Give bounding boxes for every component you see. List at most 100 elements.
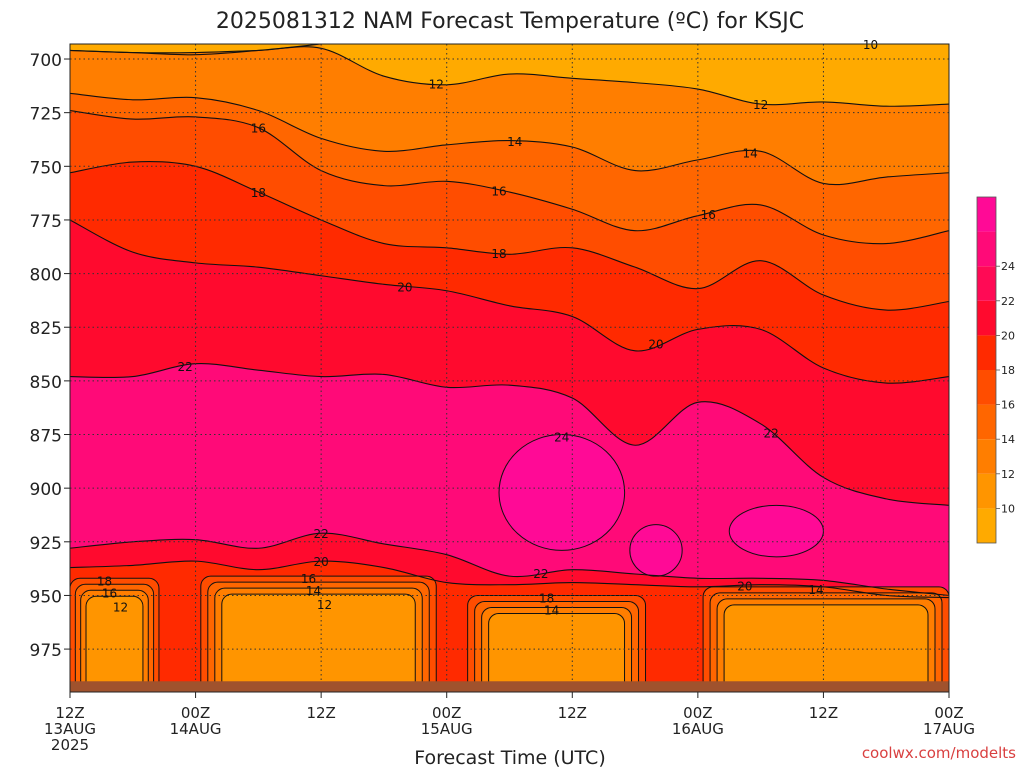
y-tick-label-775: 775 (30, 212, 62, 232)
pool-label-b-1: 16 (102, 586, 117, 600)
plot-frame (69, 43, 950, 693)
x-tick-label-1-1: 12Z (55, 704, 84, 722)
x-tick-label-8-1: 00Z (934, 704, 963, 722)
cool-pool-1-ring-4 (85, 595, 144, 692)
y-tick-label-950: 950 (30, 587, 62, 607)
colorbar-swatch-3 (977, 439, 996, 474)
contour-label-16-4-2: 16 (491, 184, 506, 198)
pool-label-a-2: 16 (301, 572, 316, 586)
colorbar-swatch-6 (977, 335, 996, 370)
contour-lines (70, 44, 949, 599)
contour-label-14-3-2: 14 (743, 147, 758, 161)
contour-label-20-6-2: 20 (648, 338, 663, 352)
contour-label-core-1: 24 (554, 431, 569, 445)
contour-label-20-9-2: 20 (737, 579, 752, 593)
colorbar-label-24: 24 (1001, 260, 1015, 273)
colorbar: 10 12 14 16 18 20 22 24 (976, 196, 1015, 544)
y-tick-label-825: 825 (30, 319, 62, 339)
contour-label-22-8-1: 22 (314, 527, 329, 541)
y-tick-label-925: 925 (30, 534, 62, 554)
contour-label-16-4-1: 16 (251, 122, 266, 136)
contour-label-18-5-1: 18 (251, 186, 266, 200)
y-tick-label-725: 725 (30, 105, 62, 125)
y-axis: 700 725 750 775 800 825 850 875 900 925 950 975 (30, 51, 70, 661)
y-tick-label-700: 700 (30, 51, 62, 71)
cool-pool-3-ring-4 (488, 612, 626, 692)
terrain-ground (70, 681, 949, 692)
credit-link[interactable]: coolwx.com/modelts (862, 744, 1016, 762)
colorbar-swatch-10 (977, 197, 996, 232)
colorbar-swatch-7 (977, 300, 996, 336)
colorbar-label-14: 14 (1001, 433, 1015, 446)
colorbar-label-18: 18 (1001, 364, 1015, 377)
pool-label-a-4: 14 (808, 583, 823, 597)
isotherm-18-line-5 (70, 160, 949, 311)
x-tick-label-3-1: 12Z (306, 704, 335, 722)
contour-label-22-8-2: 22 (533, 567, 548, 581)
contour-label-16-4-3: 16 (701, 208, 716, 222)
x-tick-label-4-1: 00Z (432, 704, 461, 722)
colorbar-label-20: 20 (1001, 329, 1015, 342)
contour-label-14-3-1: 14 (507, 135, 522, 149)
y-tick-label-850: 850 (30, 373, 62, 393)
colorbar-swatch-4 (977, 404, 996, 440)
isotherm-12-line-2 (70, 46, 949, 107)
colorbar-swatch-5 (977, 370, 996, 405)
contour-label-18-5-2: 18 (491, 247, 506, 261)
x-tick-label-2-2: 14AUG (170, 720, 222, 738)
pool-label-a-3: 18 (539, 591, 554, 605)
isotherm-22-line-7 (70, 363, 949, 506)
y-tick-label-750: 750 (30, 158, 62, 178)
contour-label-20-6-1: 20 (397, 280, 412, 294)
isotherm-14-line-3 (70, 92, 949, 186)
isotherm-20-line-9 (70, 560, 949, 599)
colorbar-label-16: 16 (1001, 399, 1015, 412)
colorbar-swatch-9 (977, 231, 996, 267)
contour-labels: 1012121414161616181820202222222220202418… (97, 38, 878, 617)
contour-label-10-1-1: 10 (863, 38, 878, 52)
colorbar-swatch-1 (977, 508, 996, 543)
y-tick-label-875: 875 (30, 427, 62, 447)
x-tick-label-6-1: 00Z (683, 704, 712, 722)
x-tick-label-2-1: 00Z (181, 704, 210, 722)
x-tick-label-8-2: 17AUG (923, 720, 975, 738)
colorbar-label-22: 22 (1001, 295, 1015, 308)
warm-core-1 (498, 434, 626, 551)
isotherm-22-line-8 (70, 532, 949, 596)
warm-core-3 (728, 504, 824, 558)
pool-label-c-2: 12 (317, 598, 332, 612)
x-tick-label-7-1: 12Z (809, 704, 838, 722)
pool-label-b-3: 14 (544, 603, 559, 617)
x-tick-label-1-3: 2025 (51, 736, 89, 754)
x-tick-label-6-2: 16AUG (672, 720, 724, 738)
contour-label-12-2-2: 12 (753, 98, 768, 112)
colorbar-swatch-2 (977, 473, 996, 509)
contour-label-12-2-1: 12 (429, 77, 444, 91)
x-tick-label-1-2: 13AUG (44, 720, 96, 738)
contour-label-22-7-1: 22 (177, 360, 192, 374)
y-tick-label-800: 800 (30, 266, 62, 286)
pool-label-a-1: 18 (97, 574, 112, 588)
contour-label-20-9-1: 20 (314, 555, 329, 569)
y-tick-label-975: 975 (30, 641, 62, 661)
colorbar-swatch-8 (977, 266, 996, 301)
x-axis-label: Forecast Time (UTC) (414, 747, 605, 768)
cool-pool-2-ring-4 (221, 593, 416, 692)
cool-pool-4-ring-4 (723, 604, 929, 692)
isotherm-16-line-4 (70, 109, 949, 245)
pool-label-c-1: 12 (113, 600, 128, 614)
grid-lines (70, 44, 949, 692)
terrain-ground-strip (70, 681, 949, 692)
x-tick-label-5-1: 12Z (558, 704, 587, 722)
x-tick-label-4-2: 15AUG (421, 720, 473, 738)
y-tick-label-900: 900 (30, 480, 62, 500)
contour-label-22-7-2: 22 (763, 427, 778, 441)
isotherm-20-line-6 (70, 219, 949, 384)
warm-core-2 (629, 524, 683, 577)
chart-title: 2025081312 NAM Forecast Temperature (ºC)… (216, 9, 804, 34)
colorbar-label-10: 10 (1001, 502, 1015, 515)
colorbar-label-12: 12 (1001, 468, 1015, 481)
pool-label-b-2: 14 (306, 584, 321, 598)
